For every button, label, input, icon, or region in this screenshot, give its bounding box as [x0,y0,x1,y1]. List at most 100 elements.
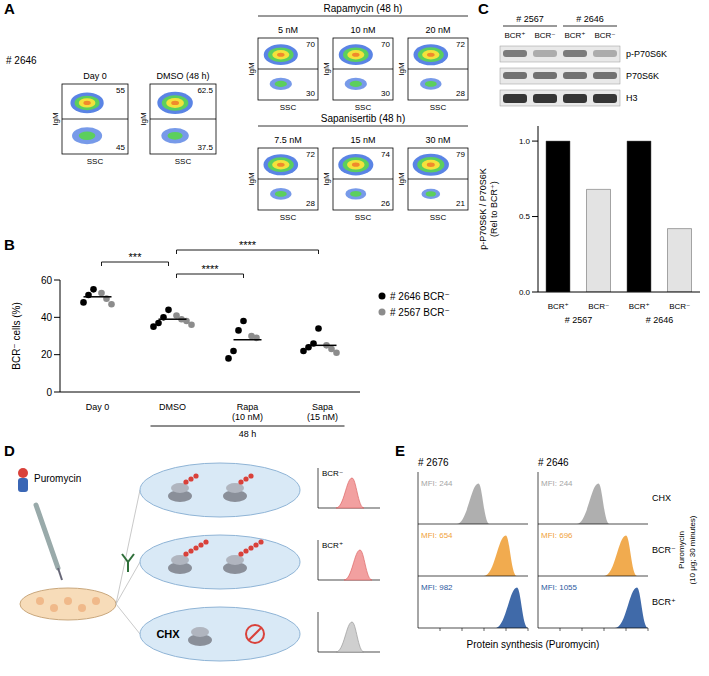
svg-text:48 h: 48 h [239,429,257,439]
svg-text:Puromycin: Puromycin [677,531,686,569]
svg-text:26: 26 [381,199,390,208]
svg-text:IgM: IgM [247,62,256,76]
svg-text:IgM: IgM [51,112,60,126]
svg-text:72: 72 [306,150,315,159]
svg-text:A: A [4,0,15,17]
svg-text:72: 72 [456,40,465,49]
svg-text:# 2567 BCR⁻: # 2567 BCR⁻ [390,307,450,318]
svg-text:MFI: 244: MFI: 244 [541,479,573,488]
svg-text:74: 74 [381,150,390,159]
svg-text:Day 0: Day 0 [86,402,110,412]
svg-text:****: **** [239,239,257,251]
svg-text:# 2567: # 2567 [516,14,544,24]
svg-text:MFI: 1055: MFI: 1055 [541,583,578,592]
svg-text:BCR⁺: BCR⁺ [564,31,585,40]
svg-text:0.0: 0.0 [519,288,531,297]
svg-text:P70S6K: P70S6K [626,71,659,81]
svg-text:Sapa: Sapa [312,402,333,412]
svg-text:20: 20 [41,349,53,360]
svg-text:30: 30 [306,89,315,98]
svg-text:45: 45 [116,143,125,152]
svg-text:MFI: 244: MFI: 244 [421,479,453,488]
svg-text:20 nM: 20 nM [425,25,450,35]
svg-text:37.5: 37.5 [197,143,213,152]
svg-text:p-P70S6K: p-P70S6K [626,49,667,59]
svg-text:28: 28 [306,199,315,208]
svg-text:MFI: 654: MFI: 654 [421,531,453,540]
svg-text:SSC: SSC [87,157,104,166]
svg-text:30 nM: 30 nM [425,135,450,145]
svg-text:15 nM: 15 nM [350,135,375,145]
svg-text:BCR⁺: BCR⁺ [548,302,569,311]
svg-text:# 2646: # 2646 [6,55,37,66]
svg-text:7.5 nM: 7.5 nM [274,135,302,145]
svg-text:# 2676: # 2676 [418,457,449,468]
svg-text:D: D [4,442,15,459]
svg-text:21: 21 [456,199,465,208]
svg-text:BCR⁻: BCR⁻ [594,31,615,40]
svg-text:(10 μg; 30 minutes): (10 μg; 30 minutes) [688,515,697,584]
svg-text:MFI: 982: MFI: 982 [421,583,453,592]
svg-text:IgM: IgM [397,62,406,76]
svg-text:(15 nM): (15 nM) [307,412,338,422]
svg-text:BCR⁻: BCR⁻ [652,545,676,555]
svg-text:Rapamycin (48 h): Rapamycin (48 h) [324,3,403,14]
svg-text:0.5: 0.5 [519,212,531,221]
svg-text:10 nM: 10 nM [350,25,375,35]
svg-text:C: C [478,0,489,17]
svg-text:H3: H3 [626,93,638,103]
svg-text:IgM: IgM [322,62,331,76]
svg-text:BCR⁻: BCR⁻ [588,302,609,311]
svg-text:***: *** [129,251,143,263]
svg-text:(10 nM): (10 nM) [232,412,263,422]
svg-text:BCR⁻ cells (%): BCR⁻ cells (%) [11,302,22,370]
svg-text:p-P70S6K / P70S6K: p-P70S6K / P70S6K [478,168,488,250]
svg-text:(Rel to BCR⁺): (Rel to BCR⁺) [489,181,499,237]
svg-text:BCR⁻: BCR⁻ [669,302,690,311]
svg-text:BCR⁺: BCR⁺ [629,302,650,311]
svg-text:BCR⁺: BCR⁺ [322,541,343,550]
svg-text:BCR⁻: BCR⁻ [322,469,343,478]
svg-text:MFI: 696: MFI: 696 [541,531,573,540]
svg-text:SSC: SSC [280,213,297,222]
svg-text:Puromycin: Puromycin [34,473,81,484]
svg-text:Day 0: Day 0 [83,71,107,81]
svg-text:30: 30 [381,89,390,98]
svg-text:CHX: CHX [652,493,671,503]
svg-text:SSC: SSC [175,157,192,166]
svg-text:0: 0 [46,387,52,398]
svg-text:60: 60 [41,275,53,286]
svg-text:70: 70 [381,40,390,49]
svg-text:5 nM: 5 nM [278,25,298,35]
svg-text:BCR⁺: BCR⁺ [504,31,525,40]
svg-text:# 2646 BCR⁻: # 2646 BCR⁻ [390,291,450,302]
svg-text:****: **** [201,263,219,275]
svg-text:BCR⁺: BCR⁺ [652,597,676,607]
svg-text:DMSO: DMSO [159,402,186,412]
svg-text:B: B [4,236,15,253]
svg-text:# 2646: # 2646 [576,14,604,24]
svg-text:SSC: SSC [355,103,372,112]
svg-text:Sapanisertib (48 h): Sapanisertib (48 h) [321,113,406,124]
svg-text:1.0: 1.0 [519,137,531,146]
svg-text:SSC: SSC [355,213,372,222]
svg-text:SSC: SSC [430,213,447,222]
svg-text:55: 55 [116,86,125,95]
svg-text:40: 40 [41,312,53,323]
svg-text:SSC: SSC [280,103,297,112]
svg-text:# 2567: # 2567 [565,315,593,325]
svg-text:# 2646: # 2646 [538,457,569,468]
svg-text:Protein synthesis (Puromycin): Protein synthesis (Puromycin) [467,639,600,650]
svg-text:DMSO (48 h): DMSO (48 h) [156,71,209,81]
svg-text:SSC: SSC [430,103,447,112]
svg-text:IgM: IgM [322,172,331,186]
svg-text:70: 70 [306,40,315,49]
svg-text:BCR⁻: BCR⁻ [534,31,555,40]
svg-text:E: E [395,442,405,459]
svg-text:CHX: CHX [156,628,180,640]
svg-text:IgM: IgM [247,172,256,186]
svg-text:Rapa: Rapa [237,402,259,412]
svg-text:62.5: 62.5 [197,86,213,95]
svg-text:79: 79 [456,150,465,159]
svg-text:28: 28 [456,89,465,98]
